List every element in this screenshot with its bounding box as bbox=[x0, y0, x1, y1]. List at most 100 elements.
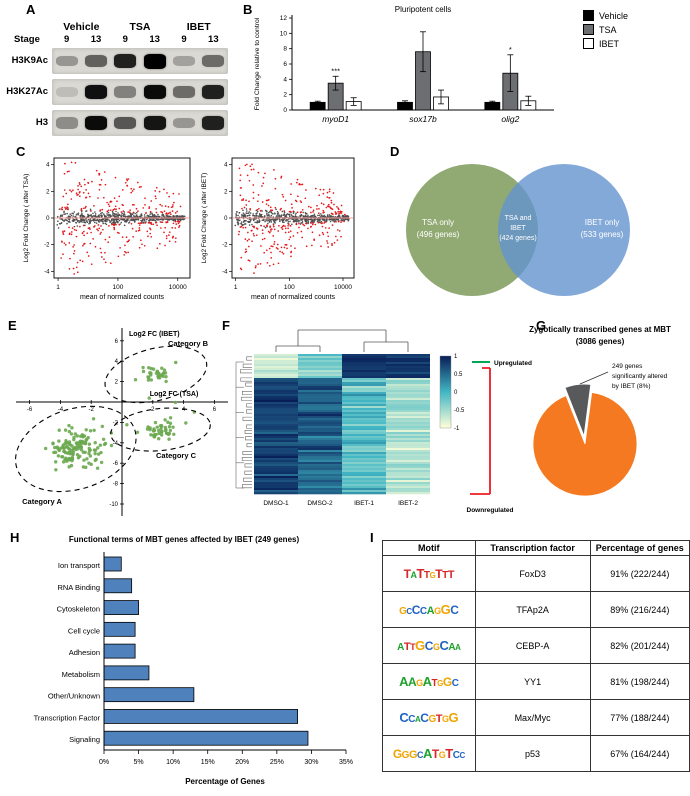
circle bbox=[94, 211, 96, 213]
circle bbox=[118, 232, 120, 234]
path bbox=[246, 424, 252, 429]
circle bbox=[127, 211, 129, 213]
motif-letter: C bbox=[417, 750, 424, 760]
rect bbox=[298, 360, 342, 363]
circle bbox=[161, 213, 164, 216]
circle bbox=[83, 230, 85, 233]
rect bbox=[342, 396, 386, 399]
circle bbox=[66, 170, 69, 173]
circle bbox=[287, 221, 290, 223]
circle bbox=[297, 219, 300, 222]
rect bbox=[342, 390, 386, 393]
circle bbox=[261, 229, 264, 231]
b-y-tick-label: 0 bbox=[283, 107, 287, 114]
venn-overlap-label: (424 genes) bbox=[499, 235, 536, 242]
ma-y-tick-label: -4 bbox=[222, 269, 228, 275]
circle bbox=[124, 215, 127, 218]
rect bbox=[342, 420, 386, 423]
circle bbox=[300, 183, 302, 186]
circle bbox=[287, 224, 289, 227]
circle bbox=[111, 210, 114, 213]
circle bbox=[327, 216, 329, 218]
circle bbox=[281, 225, 284, 228]
circle bbox=[156, 428, 161, 433]
circle bbox=[318, 207, 320, 210]
circle bbox=[85, 189, 87, 191]
circle bbox=[109, 200, 112, 203]
circle bbox=[137, 222, 140, 225]
circle bbox=[302, 223, 305, 226]
rect bbox=[254, 454, 298, 457]
circle bbox=[147, 396, 151, 400]
motif-table-row: GGGCATGTCC p53 67% (164/244) bbox=[382, 735, 690, 772]
circle bbox=[246, 163, 248, 166]
rect bbox=[298, 366, 342, 369]
motif-letter: A bbox=[426, 605, 435, 617]
rect bbox=[386, 392, 430, 395]
circle bbox=[85, 457, 89, 461]
circle bbox=[94, 221, 96, 224]
f-colorbar-tick-label: 0 bbox=[454, 390, 458, 396]
circle bbox=[60, 222, 63, 225]
circle bbox=[103, 214, 106, 217]
circle bbox=[82, 191, 85, 194]
circle bbox=[106, 219, 108, 221]
rect bbox=[342, 372, 386, 375]
circle bbox=[104, 238, 107, 241]
e-y-tick-label: -4 bbox=[113, 441, 119, 447]
motif-letter: G bbox=[442, 675, 452, 689]
circle bbox=[318, 234, 321, 237]
circle bbox=[112, 221, 114, 224]
circle bbox=[82, 219, 84, 221]
circle bbox=[316, 218, 319, 221]
circle bbox=[65, 207, 68, 210]
h-category-label: Signaling bbox=[69, 735, 100, 744]
e-category-ellipse bbox=[110, 407, 211, 452]
circle bbox=[56, 454, 61, 458]
circle bbox=[83, 219, 86, 222]
ma-y-tick-label: 0 bbox=[224, 216, 228, 222]
circle bbox=[276, 247, 279, 250]
h-x-tick-label: 10% bbox=[166, 759, 180, 766]
f-colorbar-tick-label: 0.5 bbox=[454, 372, 463, 378]
circle bbox=[322, 209, 325, 212]
h-category-label: Ion transport bbox=[58, 561, 101, 570]
circle bbox=[305, 212, 308, 215]
circle bbox=[345, 218, 347, 221]
circle bbox=[289, 220, 291, 223]
circle bbox=[168, 195, 170, 198]
circle bbox=[331, 243, 333, 245]
rect bbox=[254, 370, 298, 373]
circle bbox=[76, 220, 79, 223]
rect bbox=[386, 436, 430, 439]
circle bbox=[341, 219, 344, 222]
circle bbox=[155, 186, 158, 189]
rect bbox=[386, 476, 430, 479]
circle bbox=[97, 229, 99, 232]
b-significance-mark: * bbox=[509, 45, 512, 54]
circle bbox=[336, 205, 338, 208]
rect bbox=[342, 384, 386, 387]
circle bbox=[257, 207, 260, 210]
circle bbox=[300, 201, 303, 204]
blot-band bbox=[202, 84, 225, 100]
circle bbox=[336, 229, 339, 231]
f-colorbar bbox=[439, 355, 452, 429]
circle bbox=[64, 162, 66, 165]
circle bbox=[160, 373, 164, 377]
ma-y-tick-label: 2 bbox=[46, 189, 50, 195]
circle bbox=[278, 216, 281, 218]
rect bbox=[254, 408, 298, 411]
rect bbox=[342, 358, 386, 361]
circle bbox=[123, 212, 125, 215]
g-pie-slice-major bbox=[532, 391, 638, 497]
circle bbox=[312, 209, 315, 212]
circle bbox=[309, 226, 312, 228]
b-y-tick-label: 4 bbox=[283, 76, 287, 83]
circle bbox=[240, 256, 243, 259]
circle bbox=[85, 205, 87, 208]
circle bbox=[143, 220, 146, 222]
motif-letter: G bbox=[438, 750, 446, 760]
rect bbox=[342, 356, 386, 359]
circle bbox=[243, 223, 245, 226]
